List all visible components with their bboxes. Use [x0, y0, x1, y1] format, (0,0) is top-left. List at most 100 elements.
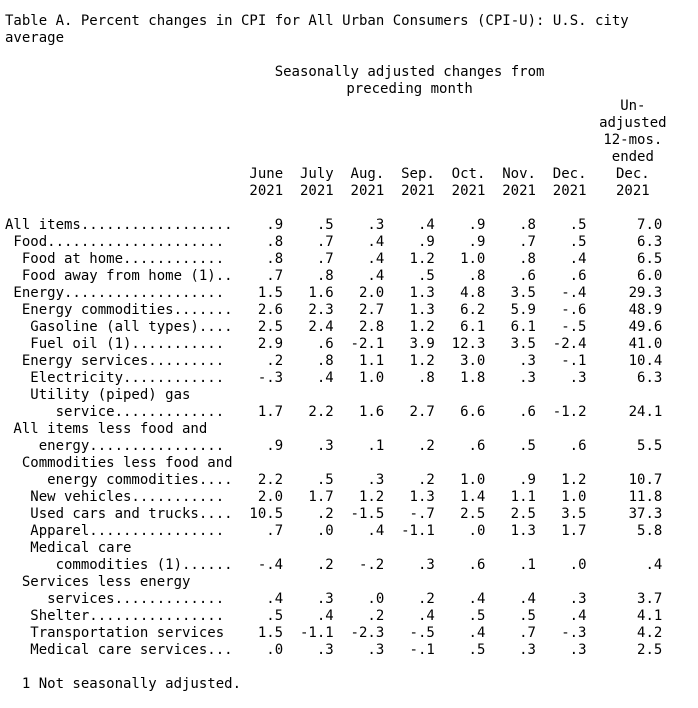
- cell-value: .5: [316, 472, 334, 488]
- month-header-0: June: [249, 166, 284, 182]
- row-line: Medical care: [5, 540, 671, 557]
- cell-value: 1.2: [409, 319, 435, 335]
- table-row: Gasoline (all types).... 2.5 2.4 2.8 1.2 6.1 6…: [5, 319, 671, 336]
- cell-value: -.1: [561, 353, 587, 369]
- cpi-table-document: Table A. Percent changes in CPI for All …: [5, 13, 671, 693]
- cell-value: .3: [417, 557, 435, 573]
- row-line: Transportation services 1.5 -1.1 -2.3 -.5 .4.…: [5, 625, 671, 642]
- spacer: [5, 183, 233, 200]
- table-row: Apparel................ .7 .0 .4 -1.1 .0 1.3 1.…: [5, 523, 671, 540]
- cell-value: 2.5: [510, 506, 536, 522]
- month-header-0: [233, 98, 284, 115]
- row-label: Food.....................: [5, 234, 225, 250]
- cell-value: .1: [519, 557, 536, 573]
- cell-value: .5: [468, 608, 486, 624]
- row-line: Medical care services... .0 .3 .3 -.1 .5 .3 .3 2…: [5, 642, 671, 659]
- row-label: Transportation services: [5, 625, 225, 641]
- cell-value: 2.7: [409, 404, 435, 420]
- cell-value: .8: [519, 217, 536, 233]
- table-row: Energy services......... .2 .8 1.1 1.2 3.0 .3 -…: [5, 353, 671, 370]
- cell-value: .3: [316, 591, 334, 607]
- month-header-2: [334, 98, 385, 115]
- spacer: [5, 98, 233, 115]
- month-header-4: Oct.: [451, 166, 486, 182]
- month-header-3: [384, 98, 435, 115]
- unadjusted-header: 12-mos.: [603, 132, 663, 148]
- cell-value: 1.6: [308, 285, 334, 301]
- cell-value: -1.5: [350, 506, 385, 522]
- cell-value: .5: [569, 217, 587, 233]
- row-line: New vehicles........... 2.0 1.7 1.2 1.3 1.4 1.…: [5, 489, 671, 506]
- row-label: energy................: [5, 438, 225, 454]
- row-label: Gasoline (all types)....: [5, 319, 233, 335]
- row-line: Utility (piped) gas: [5, 387, 671, 404]
- cell-value: .9: [468, 217, 486, 233]
- row-line: Commodities less food and: [5, 455, 671, 472]
- group-header-line: preceding month: [5, 81, 671, 98]
- cell-unadjusted: 10.4: [628, 353, 663, 369]
- row-line: Energy services......... .2 .8 1.1 1.2 3.0 .3 -…: [5, 353, 671, 370]
- cell-value: .8: [316, 268, 334, 284]
- cell-value: 1.0: [358, 370, 385, 386]
- row-label: Fuel oil (1)...........: [5, 336, 225, 352]
- spacer: [5, 115, 233, 132]
- cell-value: -.1: [409, 642, 435, 658]
- month-header-5: [485, 98, 536, 115]
- cell-value: .2: [367, 608, 385, 624]
- cell-value: .8: [519, 251, 536, 267]
- column-headers: Seasonally adjusted changes from precedin…: [5, 64, 671, 200]
- column-header-line: June July Aug. Sep. Oct. Nov. Dec. Dec.: [5, 166, 671, 183]
- cell-value: .3: [316, 642, 334, 658]
- cell-value: .3: [316, 438, 334, 454]
- cell-unadjusted: 6.3: [637, 370, 663, 386]
- cell-value: 2.6: [257, 302, 284, 318]
- cell-value: 12.3: [451, 336, 486, 352]
- row-label: Medical care: [5, 540, 132, 556]
- cell-value: .4: [316, 370, 334, 386]
- cell-value: .3: [519, 353, 536, 369]
- cell-value: 1.3: [510, 523, 536, 539]
- table-row: Energy commodities....... 2.6 2.3 2.7 1.3 6.2…: [5, 302, 671, 319]
- cell-value: 1.7: [561, 523, 587, 539]
- cell-value: .3: [569, 591, 587, 607]
- cell-value: .2: [417, 472, 435, 488]
- cell-value: 6.2: [460, 302, 486, 318]
- cell-value: .8: [266, 251, 284, 267]
- row-line: All items less food and: [5, 421, 671, 438]
- table-row: Energy................... 1.5 1.6 2.0 1.3 4.8…: [5, 285, 671, 302]
- cell-unadjusted: 6.3: [637, 234, 663, 250]
- cell-value: .0: [468, 523, 486, 539]
- cell-value: .9: [417, 234, 435, 250]
- spacer: [5, 166, 233, 183]
- spacer: [5, 81, 233, 98]
- month-header-3: [384, 132, 435, 149]
- cell-unadjusted: 29.3: [628, 285, 663, 301]
- unadjusted-header: Un-: [620, 98, 646, 114]
- table-row: Medical care services... .0 .3 .3 -.1 .5 .3 .3 2…: [5, 642, 671, 659]
- month-header-5: [485, 115, 536, 132]
- cell-value: .5: [569, 234, 587, 250]
- cell-value: .4: [367, 523, 385, 539]
- cell-value: .4: [569, 608, 587, 624]
- cell-value: .0: [569, 557, 587, 573]
- cell-value: 1.3: [409, 302, 435, 318]
- month-header-6: 2021: [552, 183, 587, 199]
- table-body: All items.................. .9.5.3.4.9.8.…: [5, 217, 671, 659]
- cell-value: 1.1: [510, 489, 536, 505]
- row-label: Food at home............: [5, 251, 225, 267]
- cell-value: .3: [519, 370, 536, 386]
- cell-value: -1.2: [552, 404, 587, 420]
- cell-value: .7: [266, 523, 284, 539]
- cell-value: .2: [266, 353, 284, 369]
- group-header-text: Seasonally adjusted changes from: [274, 64, 545, 80]
- cell-value: .0: [316, 523, 334, 539]
- cell-value: .6: [569, 268, 587, 284]
- cell-value: .8: [468, 268, 486, 284]
- table-row: Food away from home (1).. .7 .8 .4 .5 .8 .6 .6 6…: [5, 268, 671, 285]
- cell-value: .7: [519, 625, 536, 641]
- month-header-5: [485, 132, 536, 149]
- cell-unadjusted: 49.6: [628, 319, 663, 335]
- row-label: Commodities less food and: [5, 455, 233, 471]
- month-header-4: [435, 132, 486, 149]
- row-label: energy commodities....: [5, 472, 233, 488]
